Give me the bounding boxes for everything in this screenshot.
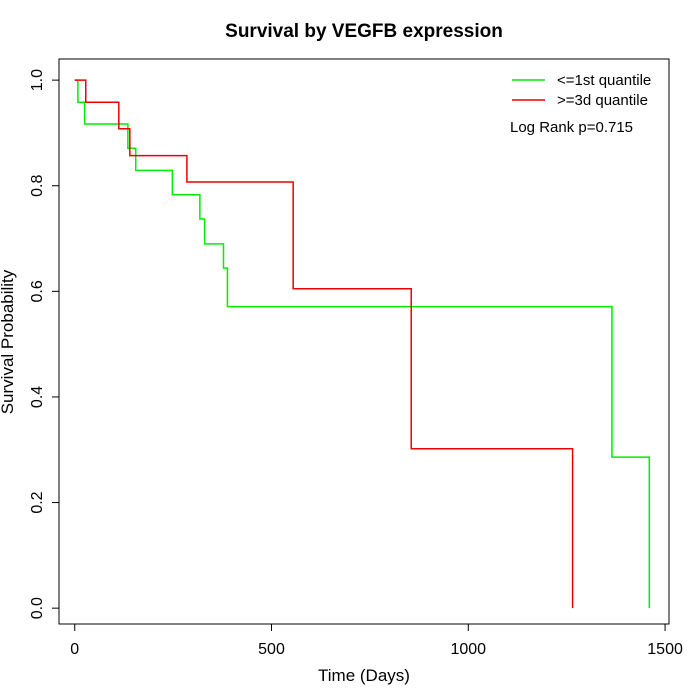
series-line-0	[74, 79, 651, 609]
y-tick-label: 0.4	[29, 386, 46, 408]
x-tick-label: 0	[70, 641, 79, 658]
legend: <=1st quantile >=3d quantile	[512, 72, 651, 109]
chart-title: Survival by VEGFB expression	[225, 21, 503, 42]
plot-area-frame	[58, 58, 670, 625]
y-tick-label: 0.2	[29, 491, 46, 513]
legend-label-0: <=1st quantile	[557, 72, 651, 89]
y-tick-label: 0.6	[29, 280, 46, 302]
log-rank-annotation: Log Rank p=0.715	[510, 119, 633, 136]
y-axis-label: Survival Probability	[0, 269, 17, 414]
y-tick-label: 1.0	[29, 69, 46, 91]
x-tick-label: 1500	[647, 641, 683, 658]
y-tick-label: 0.8	[29, 175, 46, 197]
x-tick-label: 500	[258, 641, 285, 658]
axes: 0 500 1000 1500 0.0 0.2 0.4 0.6 0.8 1.0	[29, 69, 683, 658]
y-tick-label: 0.0	[29, 597, 46, 619]
legend-label-1: >=3d quantile	[557, 92, 648, 109]
series-line-1	[74, 79, 574, 609]
x-tick-label: 1000	[450, 641, 486, 658]
x-axis-label: Time (Days)	[318, 666, 410, 685]
series-layer	[74, 79, 651, 609]
